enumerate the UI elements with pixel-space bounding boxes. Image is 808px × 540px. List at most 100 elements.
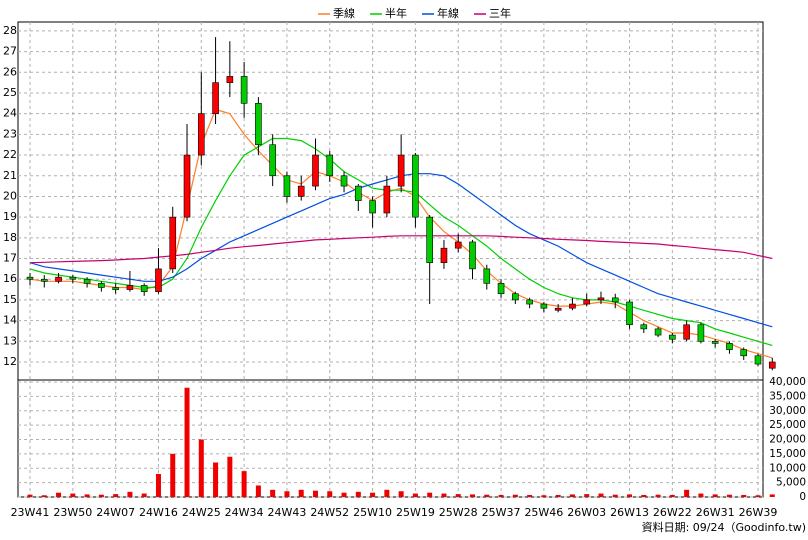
y-tick-label: 12 xyxy=(3,355,17,368)
y-tick-label: 27 xyxy=(3,45,17,58)
candle-body xyxy=(340,175,348,187)
x-tick-label: 24W52 xyxy=(310,506,349,519)
x-tick-label: 26W31 xyxy=(696,506,735,519)
volume-bar xyxy=(455,494,461,497)
x-tick-label: 26W22 xyxy=(653,506,692,519)
candle-body xyxy=(383,185,391,214)
y2-tick-label: 25,000 xyxy=(769,419,806,431)
candle-body xyxy=(540,303,548,309)
candle-body xyxy=(240,76,248,104)
volume-bar xyxy=(627,494,633,497)
y-tick-label: 25 xyxy=(3,86,17,99)
y-tick-label: 22 xyxy=(3,148,17,161)
volume-bar xyxy=(312,490,318,497)
x-tick-label: 25W37 xyxy=(482,506,521,519)
x-tick-label: 25W46 xyxy=(524,506,563,519)
volume-bar xyxy=(612,494,618,497)
candle-body xyxy=(683,324,690,340)
candle-body xyxy=(583,299,591,305)
candle-body xyxy=(98,283,105,288)
price-frame xyxy=(17,21,764,381)
volume-bar xyxy=(127,491,133,497)
volume-bar xyxy=(441,493,447,497)
candle-body xyxy=(483,268,491,284)
candle-body xyxy=(454,241,462,249)
x-tick-label: 26W13 xyxy=(610,506,649,519)
y-tick-label: 28 xyxy=(3,24,17,37)
x-tick-label: 24W07 xyxy=(96,506,135,519)
y-tick-label: 13 xyxy=(3,334,17,347)
candle-body xyxy=(226,76,234,83)
y2-tick-label: 35,000 xyxy=(769,390,806,402)
candle-body xyxy=(697,324,705,342)
candle-body xyxy=(283,175,291,197)
candle-body xyxy=(183,154,191,218)
candle-body xyxy=(654,328,662,336)
y-tick-label: 23 xyxy=(3,127,17,140)
volume-bar xyxy=(512,494,518,497)
y2-tick-label: 10,000 xyxy=(769,462,806,474)
y-tick-label: 20 xyxy=(3,189,17,202)
candle-body xyxy=(112,287,119,290)
candle-body xyxy=(169,216,177,270)
candle-body xyxy=(412,154,419,218)
volume-bar xyxy=(427,492,433,497)
x-tick-label: 26W39 xyxy=(739,506,778,519)
x-tick-label: 24W16 xyxy=(139,506,178,519)
y2-tick-label: 5,000 xyxy=(776,477,806,489)
candle-body xyxy=(55,276,62,282)
x-tick-label: 24W43 xyxy=(268,506,307,519)
candle-body xyxy=(669,334,676,340)
candle-body xyxy=(426,216,433,263)
candle-body xyxy=(255,103,262,146)
y2-tick-label: 30,000 xyxy=(769,405,806,417)
volume-bar xyxy=(384,489,390,497)
candle-body xyxy=(711,341,719,344)
volume-bar xyxy=(198,439,204,497)
volume-bar xyxy=(184,387,190,497)
candle-body xyxy=(155,268,162,292)
volume-bar xyxy=(569,494,575,497)
y2-tick-label: 20,000 xyxy=(769,434,806,446)
legend-label: 季線 xyxy=(333,6,355,20)
candle-body xyxy=(269,144,276,177)
volume-bar xyxy=(98,494,104,497)
candle-body xyxy=(69,276,77,280)
volume-bar xyxy=(712,494,718,497)
x-tick-label: 24W34 xyxy=(225,506,264,519)
candle-body xyxy=(440,247,448,263)
volume-bar xyxy=(255,485,261,497)
candle-body xyxy=(197,113,205,156)
candle-body xyxy=(497,283,505,295)
x-tick-label: 25W28 xyxy=(439,506,478,519)
legend-label: 三年 xyxy=(489,6,511,20)
y-tick-label: 26 xyxy=(3,65,17,78)
candle-body xyxy=(297,185,305,197)
y2-tick-label: 40,000 xyxy=(769,376,806,388)
candle-body xyxy=(369,200,376,214)
footer: 資料日期: 09/24（Goodinfo.tw) xyxy=(642,520,806,534)
candle-body xyxy=(355,185,362,201)
y-tick-label: 24 xyxy=(3,107,17,120)
y-tick-label: 17 xyxy=(3,252,17,265)
volume-bar xyxy=(284,491,290,497)
volume-bar xyxy=(298,489,304,497)
volume-bar xyxy=(155,474,161,497)
volume-bar xyxy=(355,491,361,497)
y2-tick-label: 0 xyxy=(799,491,806,503)
candle-body xyxy=(768,361,776,369)
x-tick-label: 26W03 xyxy=(567,506,606,519)
candle-body xyxy=(611,297,619,303)
volume-bar xyxy=(227,456,233,497)
x-tick-label: 23W50 xyxy=(53,506,92,519)
volume-bar xyxy=(327,491,333,497)
x-tick-label: 25W10 xyxy=(353,506,392,519)
candle-body xyxy=(740,349,748,357)
candle-body xyxy=(597,297,605,301)
candle-body xyxy=(526,299,533,305)
volume-bar xyxy=(141,493,147,497)
y-tick-label: 19 xyxy=(3,210,17,223)
volume-bar xyxy=(113,494,119,497)
candle-body xyxy=(754,355,762,365)
volume-bar xyxy=(27,494,33,497)
